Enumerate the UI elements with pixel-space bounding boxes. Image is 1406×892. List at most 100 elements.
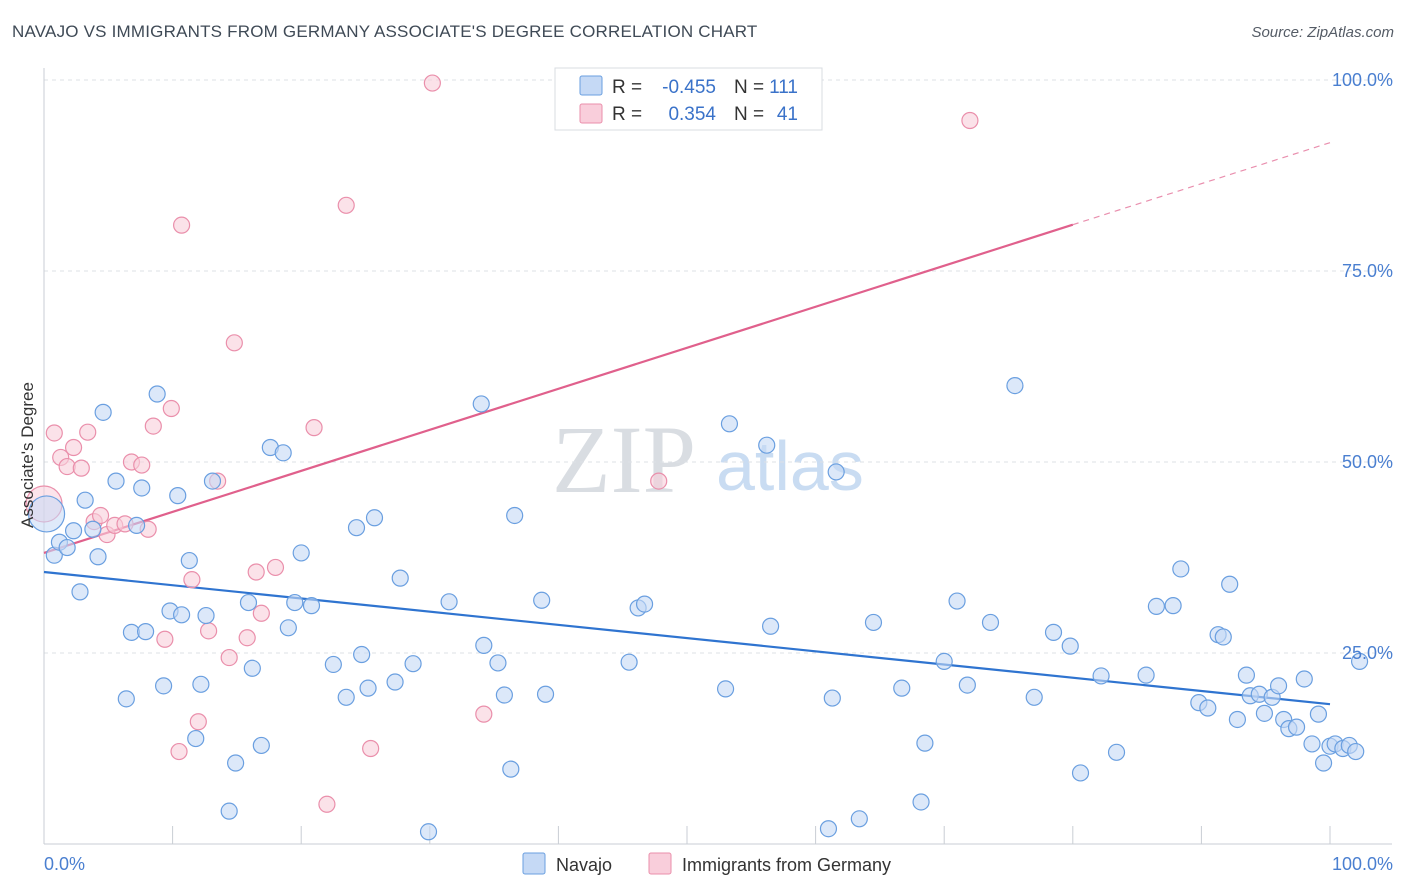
germany-r-value: 0.354 [668, 104, 716, 125]
navajo-point-34 [286, 593, 304, 612]
grid-lines [44, 79, 1392, 654]
navajo-point-110 [1350, 652, 1369, 671]
germany-point-37 [961, 111, 979, 130]
navajo-points [27, 377, 1369, 841]
navajo-point-87 [1199, 699, 1217, 717]
germany-point-25 [225, 334, 243, 352]
navajo-point-63 [819, 820, 838, 838]
navajo-point-7 [84, 520, 102, 538]
navajo-point-17 [154, 677, 173, 695]
navajo-point-10 [107, 472, 125, 490]
navajo-point-28 [239, 593, 258, 612]
navajo-point-44 [391, 569, 409, 587]
navajo-point-66 [850, 810, 868, 828]
navajo-point-77 [1044, 623, 1063, 641]
navajo-point-109 [1347, 742, 1365, 761]
navajo-point-42 [365, 509, 384, 527]
navajo-point-32 [274, 444, 292, 462]
navajo-point-36 [302, 597, 321, 615]
navajo-point-61 [758, 436, 776, 454]
navajo-point-84 [1164, 597, 1182, 615]
navajo-point-3 [58, 538, 76, 557]
navajo-point-83 [1147, 597, 1165, 615]
navajo-r-value: -0.455 [662, 77, 716, 98]
navajo-point-23 [192, 675, 210, 693]
navajo-point-43 [386, 673, 404, 691]
navajo-point-16 [148, 385, 166, 403]
navajo-point-51 [495, 686, 513, 704]
navajo-point-69 [912, 793, 930, 811]
navajo-point-64 [823, 689, 841, 707]
navajo-point-15 [136, 623, 155, 641]
navajo-point-30 [252, 736, 270, 755]
navajo-point-14 [133, 479, 151, 497]
navajo-point-62 [761, 617, 780, 635]
navajo-point-54 [533, 591, 551, 609]
germany-point-20 [183, 571, 201, 589]
navajo-point-20 [173, 606, 191, 624]
navajo-point-33 [279, 619, 297, 637]
navajo-point-85 [1172, 560, 1190, 578]
navajo-point-21 [180, 551, 198, 570]
germany-point-21 [189, 713, 207, 731]
navajo-point-47 [440, 593, 458, 611]
germany-n-value: 41 [777, 104, 798, 125]
navajo-point-71 [935, 652, 953, 671]
navajo-point-73 [958, 676, 976, 694]
navajo-r-label: R = [612, 77, 642, 98]
navajo-point-26 [220, 802, 238, 820]
germany-point-24 [220, 648, 238, 667]
y-tick-label-100: 100.0% [1332, 70, 1393, 90]
germany-trend-line [43, 223, 1074, 554]
navajo-point-90 [1221, 575, 1239, 593]
germany-point-32 [337, 196, 355, 214]
navajo-point-53 [506, 506, 524, 525]
watermark-zip: ZIP [552, 406, 696, 513]
navajo-point-74 [981, 613, 1000, 632]
germany-point-36 [650, 472, 668, 490]
navajo-point-68 [893, 679, 911, 697]
navajo-point-89 [1214, 628, 1232, 646]
navajo-point-103 [1309, 705, 1328, 723]
navajo-point-78 [1061, 637, 1079, 655]
navajo-point-81 [1107, 743, 1126, 761]
germany-point-26 [238, 629, 256, 647]
navajo-point-50 [489, 654, 507, 672]
germany-point-33 [362, 739, 380, 758]
x-tick-label-end: 100.0% [1332, 854, 1393, 874]
navajo-point-9 [94, 403, 112, 421]
navajo-point-82 [1137, 666, 1155, 684]
navajo-point-102 [1303, 735, 1321, 753]
navajo-point-70 [916, 734, 934, 752]
y-tick-label-75: 75.0% [1342, 261, 1393, 281]
germany-point-30 [305, 419, 323, 437]
navajo-point-104 [1314, 754, 1333, 772]
navajo-point-55 [536, 685, 555, 703]
germany-point-18 [170, 742, 188, 761]
navajo-point-65 [827, 463, 845, 481]
navajo-point-40 [353, 645, 371, 664]
germany-point-19 [173, 216, 191, 234]
navajo-point-38 [337, 688, 355, 706]
x-tick-label-start: 0.0% [44, 854, 85, 874]
source-credit: Source: ZipAtlas.com [1251, 24, 1394, 41]
germany-point-4 [64, 438, 83, 457]
navajo-point-92 [1237, 666, 1256, 684]
navajo-point-24 [197, 606, 215, 625]
germany-point-1 [45, 424, 63, 442]
germany-n-label: N = [734, 104, 764, 125]
navajo-point-67 [864, 613, 883, 632]
axes [43, 68, 1392, 845]
navajo-point-41 [359, 679, 377, 697]
germany-point-17 [162, 399, 180, 418]
germany-point-22 [200, 622, 218, 640]
navajo-n-label: N = [734, 77, 764, 98]
tick-labels: 25.0% 50.0% 75.0% 100.0% 0.0% 100.0% [44, 70, 1393, 874]
navajo-point-5 [71, 583, 89, 601]
navajo-point-75 [1006, 377, 1024, 395]
navajo-point-19 [169, 487, 187, 505]
germany-trend-line-extension [1072, 142, 1331, 226]
navajo-point-95 [1255, 704, 1274, 722]
navajo-point-39 [347, 519, 366, 537]
